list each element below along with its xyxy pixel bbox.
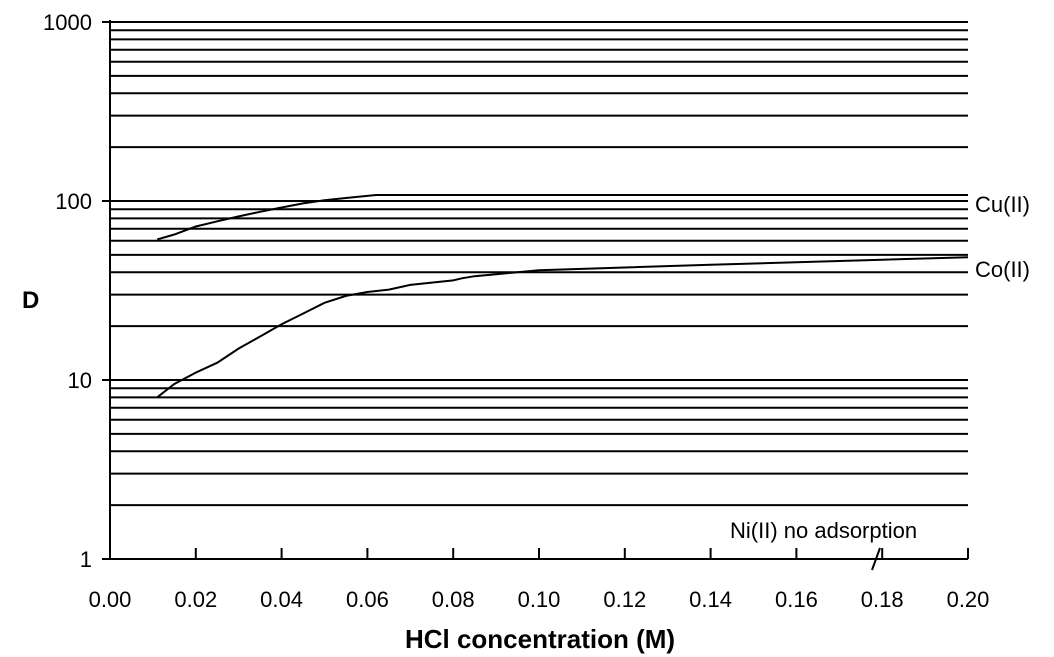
- gridlines: [110, 21, 968, 507]
- x-tick-label: 0.16: [775, 587, 818, 612]
- x-tick-label: 0.06: [346, 587, 389, 612]
- x-tick-label: 0.00: [89, 587, 132, 612]
- x-tick-label: 0.08: [432, 587, 475, 612]
- y-tick-label: 1: [80, 547, 92, 572]
- annotation-ni: Ni(II) no adsorption: [730, 518, 917, 543]
- axes: [109, 20, 968, 560]
- y-ticks: 1 10 100 1000: [43, 10, 110, 572]
- series-label-co: Co(II): [975, 257, 1030, 282]
- x-tick-label: 0.04: [260, 587, 303, 612]
- y-tick-label: 100: [55, 189, 92, 214]
- y-tick-label: 10: [68, 368, 92, 393]
- y-axis-title: D: [22, 287, 39, 314]
- x-axis-title: HCl concentration (M): [405, 624, 675, 654]
- series-lines: [156, 194, 969, 399]
- series-line-cu: [156, 194, 968, 241]
- x-tick-label: 0.18: [861, 587, 904, 612]
- series-label-cu: Cu(II): [975, 192, 1030, 217]
- x-tick-label: 0.10: [518, 587, 561, 612]
- axis-break-mark: [871, 547, 881, 571]
- x-tick-label: 0.12: [603, 587, 646, 612]
- x-tick-label: 0.20: [947, 587, 990, 612]
- x-tick-label: 0.14: [689, 587, 732, 612]
- y-tick-label: 1000: [43, 10, 92, 35]
- series-line-co: [156, 256, 969, 399]
- x-tick-label: 0.02: [174, 587, 217, 612]
- x-ticks: 0.00 0.02 0.04 0.06 0.08 0.10 0.12 0.14 0.16 0.18…: [89, 548, 990, 612]
